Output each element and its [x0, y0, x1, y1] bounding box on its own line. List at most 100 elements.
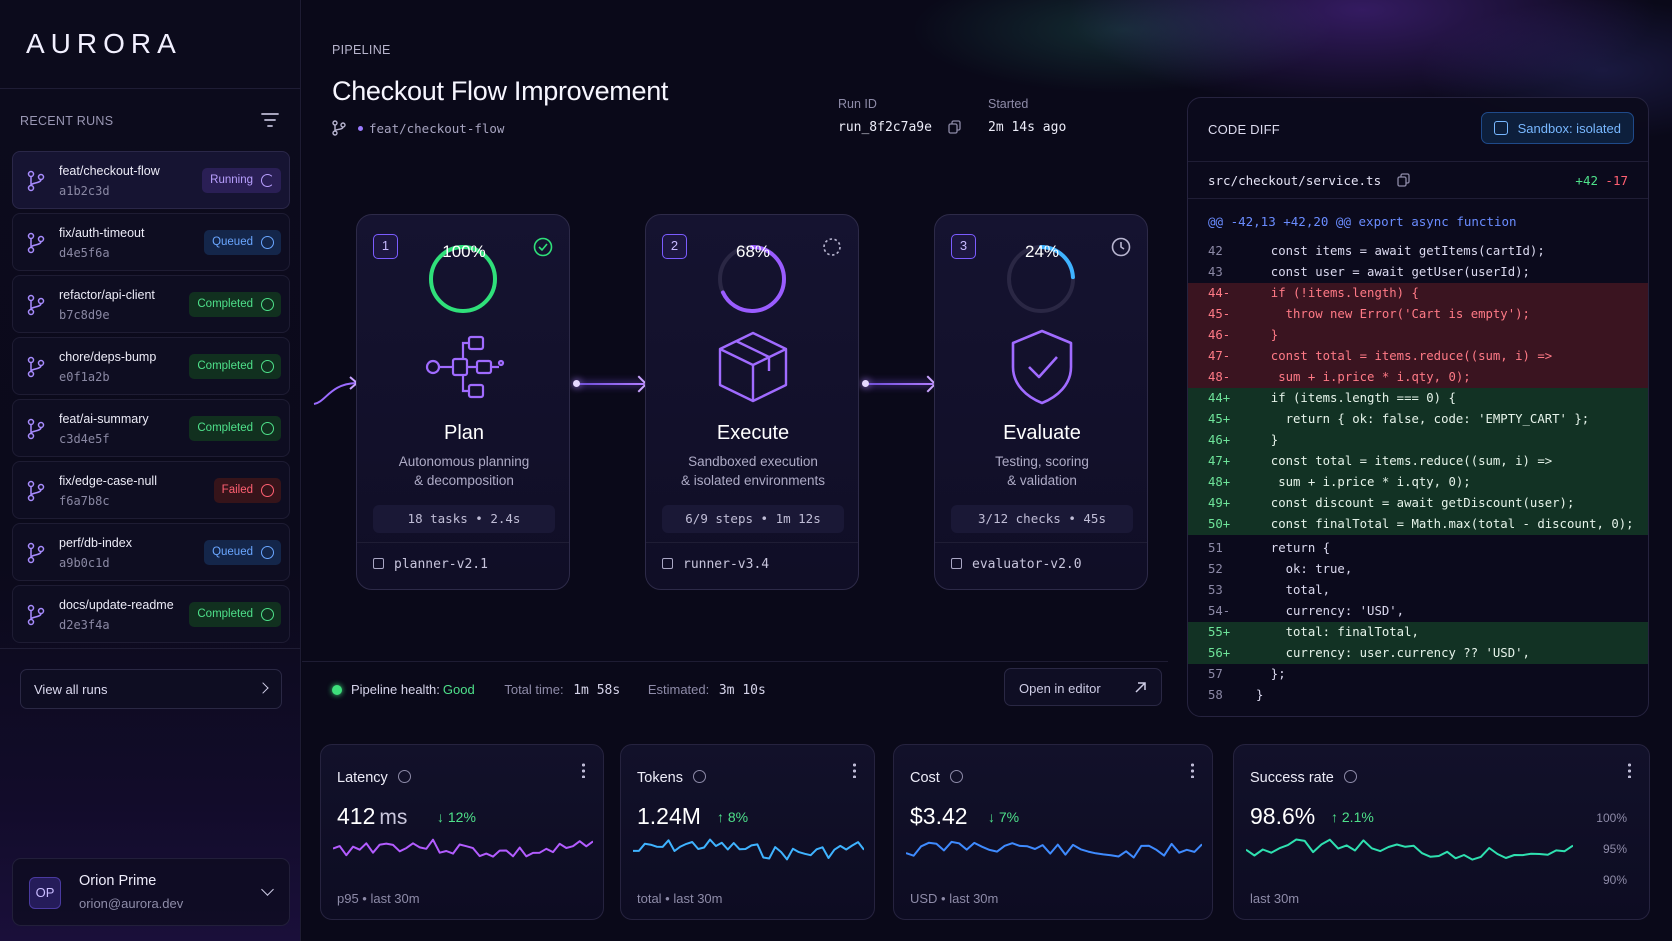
code-line: 43 const user = await getUser(userId); [1188, 262, 1648, 283]
stage-description: Sandboxed execution [688, 454, 818, 469]
info-icon[interactable] [692, 770, 706, 783]
spinner-icon [823, 238, 841, 256]
divider [0, 88, 301, 89]
line-number: 44+ [1208, 391, 1231, 405]
run-item[interactable]: fix/auth-timeout d4e5f6a Queued [12, 213, 290, 271]
line-number: 48- [1208, 370, 1231, 384]
more-options-icon[interactable] [1191, 762, 1194, 778]
line-number: 45- [1208, 307, 1231, 321]
run-item[interactable]: feat/checkout-flow a1b2c3d Running [12, 151, 290, 209]
code-diff-title: CODE DIFF [1208, 122, 1280, 137]
copy-icon[interactable] [1396, 173, 1410, 187]
sparkline [633, 838, 864, 861]
code-line: 45+ return { ok: false, code: 'EMPTY_CAR… [1188, 409, 1648, 430]
line-code: total: finalTotal, [1256, 625, 1419, 639]
stage-card-plan[interactable]: 1 100% Plan Autonomous planning & decomposit… [356, 214, 570, 590]
run-hash: e0f1a2b [59, 370, 110, 384]
run-hash: d2e3f4a [59, 618, 110, 632]
metric-title: Tokens [637, 770, 706, 786]
code-line: 44- if (!items.length) { [1188, 283, 1648, 304]
metric-card-tokens[interactable]: Tokens 1.24M ↑ 8% total • last 30m [620, 744, 875, 920]
code-line: 47+ const total = items.reduce((sum, i) … [1188, 451, 1648, 472]
stage-name: Execute [716, 422, 790, 444]
metric-value: $3.42 [910, 803, 968, 829]
info-icon[interactable] [397, 770, 411, 783]
stage-number: 2 [662, 234, 687, 259]
line-code: if (items.length === 0) { [1256, 391, 1456, 405]
branch-name: feat/checkout-flow [369, 121, 505, 136]
more-options-icon[interactable] [853, 762, 856, 778]
status-label: Queued [212, 546, 253, 558]
run-item[interactable]: refactor/api-client b7c8d9e Completed [12, 275, 290, 333]
stage-number: 3 [951, 234, 976, 259]
more-options-icon[interactable] [1628, 762, 1631, 778]
divider [935, 542, 1147, 543]
run-item[interactable]: docs/update-readme d2e3f4a Completed [12, 585, 290, 643]
line-number: 46- [1208, 328, 1231, 342]
line-number: 45+ [1208, 412, 1231, 426]
line-number: 49+ [1208, 496, 1231, 510]
code-line: 53 total, [1188, 580, 1648, 601]
metric-subtitle: last 30m [1250, 891, 1300, 906]
copy-icon[interactable] [948, 120, 961, 134]
clock-icon [1111, 237, 1131, 257]
check-circle-icon [261, 360, 274, 373]
branch-icon [27, 418, 45, 440]
file-name: src/checkout/service.ts [1208, 173, 1410, 188]
info-icon[interactable] [949, 770, 963, 783]
sparkline [1246, 838, 1573, 861]
code-line: 52 ok: true, [1188, 559, 1648, 580]
view-all-runs-button[interactable]: View all runs [20, 669, 282, 709]
sandbox-badge[interactable]: Sandbox: isolated [1480, 112, 1634, 144]
health-status-dot [332, 685, 342, 695]
line-number: 44- [1208, 286, 1231, 300]
code-line: 50+ const finalTotal = Math.max(total - … [1188, 514, 1648, 535]
info-icon[interactable] [1343, 770, 1357, 783]
line-number: 57 [1208, 667, 1223, 681]
branch-icon [27, 480, 45, 502]
run-item[interactable]: fix/edge-case-null f6a7b8c Failed [12, 461, 290, 519]
open-in-editor-button[interactable]: Open in editor [1004, 668, 1162, 706]
metric-value: 1.24M [637, 803, 701, 829]
run-item[interactable]: chore/deps-bump e0f1a2b Completed [12, 337, 290, 395]
chevron-right-icon [257, 682, 269, 694]
line-number: 43 [1208, 265, 1223, 279]
stage-name: Plan [443, 422, 485, 444]
metric-card-cost[interactable]: Cost $3.42 ↓ 7% USD • last 30m [893, 744, 1213, 920]
run-branch: refactor/api-client [59, 288, 155, 302]
stage-stats: 18 tasks • 2.4s [373, 505, 555, 533]
page-title: Checkout Flow Improvement [332, 76, 669, 106]
line-code: return { [1256, 541, 1331, 555]
run-id-value: run_8f2c7a9e [838, 120, 932, 135]
line-number: 50+ [1208, 517, 1231, 531]
status-badge: Running [202, 168, 281, 193]
line-number: 53 [1208, 583, 1223, 597]
run-item[interactable]: perf/db-index a9b0c1d Queued [12, 523, 290, 581]
line-code: if (!items.length) { [1256, 286, 1419, 300]
box-icon [718, 331, 788, 403]
divider [1188, 161, 1648, 162]
more-options-icon[interactable] [582, 762, 585, 778]
metric-unit: ms [379, 806, 408, 829]
run-branch: docs/update-readme [59, 598, 174, 612]
user-menu[interactable]: OP Orion Prime orion@aurora.dev [12, 858, 290, 926]
code-line: 48- sum + i.price * i.qty, 0); [1188, 367, 1648, 388]
stage-card-evaluate[interactable]: 3 24% Evaluate Testing, scoring & validation… [934, 214, 1148, 590]
chevron-down-icon[interactable] [261, 883, 274, 896]
run-hash: a9b0c1d [59, 556, 110, 570]
shield-check-icon [1011, 329, 1073, 405]
filter-icon[interactable] [261, 112, 279, 128]
line-number: 48+ [1208, 475, 1231, 489]
user-email: orion@aurora.dev [79, 896, 184, 911]
clock-icon [261, 546, 274, 559]
metric-card-success-rate[interactable]: Success rate 98.6% ↑ 2.1% last 30m 100% 95% 90… [1233, 744, 1650, 920]
metric-delta: ↓ 12% [437, 809, 476, 825]
status-label: Completed [197, 422, 253, 434]
run-item[interactable]: feat/ai-summary c3d4e5f Completed [12, 399, 290, 457]
additions-count: +42 [1575, 173, 1598, 188]
code-line: 57 }; [1188, 664, 1648, 685]
line-code: const discount = await getDiscount(user)… [1256, 496, 1575, 510]
run-branch: fix/auth-timeout [59, 226, 145, 240]
metric-card-latency[interactable]: Latency 412 ms ↓ 12% p95 • last 30m [320, 744, 604, 920]
stage-card-execute[interactable]: 2 68% Execute Sandboxed execution & isolated… [645, 214, 859, 590]
